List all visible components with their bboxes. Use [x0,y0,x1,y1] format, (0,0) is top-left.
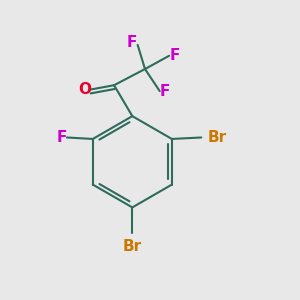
Text: Br: Br [123,238,142,253]
Text: O: O [78,82,91,97]
Text: F: F [127,35,137,50]
Text: Br: Br [208,130,227,145]
Text: F: F [160,84,170,99]
Text: F: F [169,48,180,63]
Text: F: F [56,130,67,145]
